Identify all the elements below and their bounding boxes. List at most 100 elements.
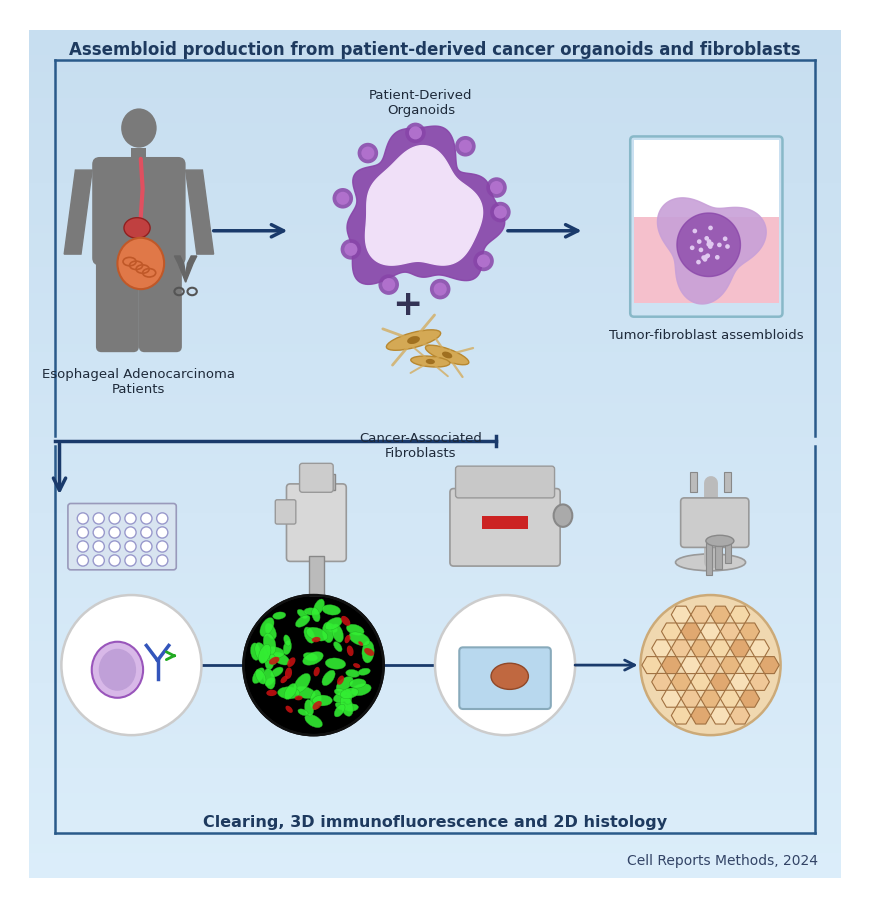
Bar	[29, 276, 840, 284]
Text: Clearing, 3D immunofluorescence and 2D histology: Clearing, 3D immunofluorescence and 2D h…	[202, 814, 667, 830]
Ellipse shape	[313, 599, 324, 615]
Bar	[29, 759, 840, 768]
FancyBboxPatch shape	[459, 647, 550, 709]
Bar	[29, 360, 840, 370]
Circle shape	[77, 513, 89, 524]
Circle shape	[707, 225, 712, 231]
Bar	[29, 870, 840, 878]
Bar	[29, 132, 840, 140]
Ellipse shape	[283, 640, 291, 655]
Ellipse shape	[260, 617, 274, 637]
Bar	[29, 589, 840, 598]
Ellipse shape	[265, 623, 276, 639]
Circle shape	[473, 251, 494, 271]
Bar	[29, 55, 840, 64]
Text: Cell Reports Methods, 2024: Cell Reports Methods, 2024	[627, 854, 817, 868]
Bar	[29, 123, 840, 132]
Circle shape	[378, 274, 399, 295]
Text: Cancer-Associated
Fibroblasts: Cancer-Associated Fibroblasts	[359, 431, 482, 459]
Circle shape	[706, 239, 711, 244]
Bar	[29, 64, 840, 73]
Circle shape	[434, 595, 574, 735]
Bar	[29, 556, 840, 564]
Bar	[29, 497, 840, 505]
FancyBboxPatch shape	[299, 463, 333, 492]
Bar	[29, 844, 840, 853]
Circle shape	[716, 242, 721, 247]
Bar	[29, 683, 840, 692]
Bar	[29, 216, 840, 225]
Ellipse shape	[333, 692, 350, 703]
Bar	[29, 853, 840, 861]
Bar	[29, 370, 840, 378]
Bar	[29, 751, 840, 759]
Bar	[29, 327, 840, 335]
Bar	[29, 785, 840, 794]
Circle shape	[341, 239, 361, 260]
Circle shape	[695, 260, 700, 264]
Bar	[29, 183, 840, 191]
Text: +: +	[391, 289, 421, 322]
Ellipse shape	[98, 648, 136, 691]
Circle shape	[125, 541, 136, 552]
Bar	[131, 148, 146, 164]
Polygon shape	[347, 126, 504, 284]
Circle shape	[109, 555, 120, 566]
Bar	[29, 98, 840, 106]
Bar	[29, 140, 840, 149]
Bar	[29, 624, 840, 632]
Ellipse shape	[351, 684, 371, 696]
Ellipse shape	[283, 635, 290, 646]
Circle shape	[700, 255, 705, 260]
Ellipse shape	[263, 668, 275, 689]
Bar	[29, 395, 840, 403]
Bar	[29, 73, 840, 81]
Circle shape	[494, 205, 507, 219]
Ellipse shape	[386, 330, 440, 350]
Circle shape	[156, 513, 168, 524]
Circle shape	[125, 513, 136, 524]
Bar	[29, 310, 840, 319]
Circle shape	[141, 513, 152, 524]
Bar	[29, 810, 840, 819]
Circle shape	[77, 527, 89, 538]
Bar	[29, 666, 840, 675]
Text: Patient-Derived
Organoids: Patient-Derived Organoids	[368, 89, 472, 117]
Ellipse shape	[312, 696, 332, 706]
FancyBboxPatch shape	[96, 252, 139, 352]
Ellipse shape	[347, 646, 353, 656]
Ellipse shape	[266, 690, 276, 696]
Bar	[29, 802, 840, 810]
Ellipse shape	[312, 701, 322, 710]
Ellipse shape	[410, 356, 449, 367]
Ellipse shape	[322, 605, 340, 615]
Bar	[29, 488, 840, 497]
Ellipse shape	[490, 663, 527, 689]
Bar	[29, 411, 840, 420]
Ellipse shape	[313, 666, 320, 676]
Ellipse shape	[344, 635, 350, 643]
Circle shape	[405, 123, 425, 143]
Bar	[29, 344, 840, 352]
Bar	[29, 708, 840, 717]
Bar	[29, 776, 840, 785]
Circle shape	[692, 229, 696, 233]
Bar	[29, 454, 840, 462]
Bar	[29, 81, 840, 89]
Ellipse shape	[345, 669, 359, 677]
Ellipse shape	[674, 554, 745, 571]
FancyBboxPatch shape	[139, 252, 182, 352]
Ellipse shape	[441, 351, 452, 359]
Circle shape	[708, 242, 713, 246]
Ellipse shape	[336, 676, 343, 685]
Circle shape	[357, 143, 378, 163]
Ellipse shape	[335, 702, 348, 710]
Bar	[29, 573, 840, 581]
Bar	[723, 472, 730, 492]
Bar	[29, 157, 840, 165]
Bar	[29, 446, 840, 454]
Ellipse shape	[255, 643, 268, 663]
Bar	[29, 268, 840, 276]
Ellipse shape	[303, 653, 317, 661]
Ellipse shape	[311, 637, 320, 642]
